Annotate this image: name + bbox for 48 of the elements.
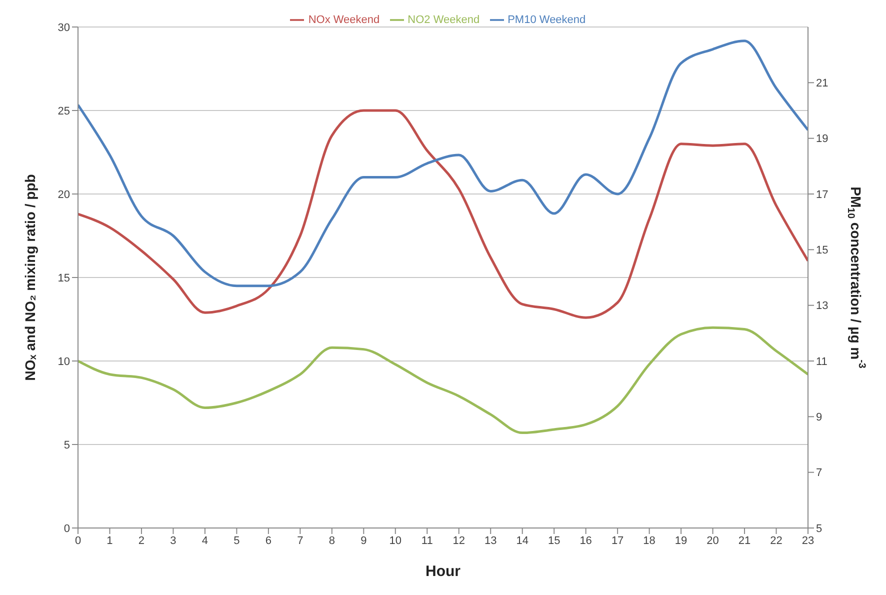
- x-tick-label: 1: [106, 534, 113, 547]
- x-tick-label: 16: [580, 534, 592, 547]
- x-tick-label: 0: [74, 534, 82, 547]
- x-tick-label: 11: [421, 534, 433, 547]
- legend-label: PM10 Weekend: [508, 14, 586, 26]
- y-tick-label: 25: [58, 105, 70, 118]
- legend-label: NOx Weekend: [308, 14, 380, 26]
- line-series: [78, 326, 808, 434]
- y-tick-label: 20: [58, 188, 70, 201]
- x-tick-label: 6: [265, 534, 272, 547]
- y2-tick-label: 21: [816, 78, 828, 90]
- y2-tick-label: 15: [816, 244, 828, 257]
- y2-tick-label: 5: [816, 522, 822, 535]
- x-tick-label: 23: [802, 534, 814, 547]
- y-tick-label: 10: [58, 356, 70, 368]
- y2-tick-label: 11: [816, 356, 828, 368]
- x-tick-label: 2: [138, 534, 145, 547]
- x-tick-label: 15: [548, 534, 560, 547]
- x-tick-label: 19: [674, 534, 688, 547]
- x-tick-label: 3: [170, 534, 176, 547]
- x-tick-label: 13: [484, 534, 497, 547]
- y-tick-label: 15: [58, 272, 70, 284]
- x-tick-label: 21: [738, 534, 751, 547]
- y2-tick-label: 7: [816, 467, 822, 480]
- x-axis-title: Hour: [426, 563, 461, 580]
- y2-tick-label: 17: [816, 188, 828, 201]
- x-tick-label: 12: [452, 534, 465, 547]
- line-series: [78, 109, 808, 319]
- x-tick-label: 9: [360, 534, 367, 547]
- x-tick-label: 14: [516, 534, 528, 547]
- x-tick-label: 10: [389, 534, 402, 547]
- line-series: [78, 40, 808, 288]
- legend-label: NO2 Weekend: [408, 14, 480, 26]
- y-tick-label: 30: [58, 22, 70, 34]
- y-tick-label: 5: [64, 439, 70, 452]
- y-axis-title: NOₓ and NO₂ mixing ratio / ppb: [22, 174, 38, 381]
- y2-tick-label: 13: [816, 300, 828, 312]
- y-tick-label: 0: [64, 522, 70, 535]
- y2-tick-label: 9: [816, 412, 822, 424]
- x-tick-label: 4: [202, 534, 208, 547]
- x-tick-label: 20: [706, 534, 719, 547]
- y2-tick-label: 19: [816, 133, 828, 146]
- x-tick-label: 7: [297, 534, 304, 547]
- x-tick-label: 5: [234, 534, 240, 547]
- x-tick-label: 18: [643, 534, 656, 547]
- x-tick-label: 17: [611, 534, 624, 547]
- x-tick-label: 8: [328, 534, 335, 547]
- x-tick-label: 22: [770, 534, 782, 547]
